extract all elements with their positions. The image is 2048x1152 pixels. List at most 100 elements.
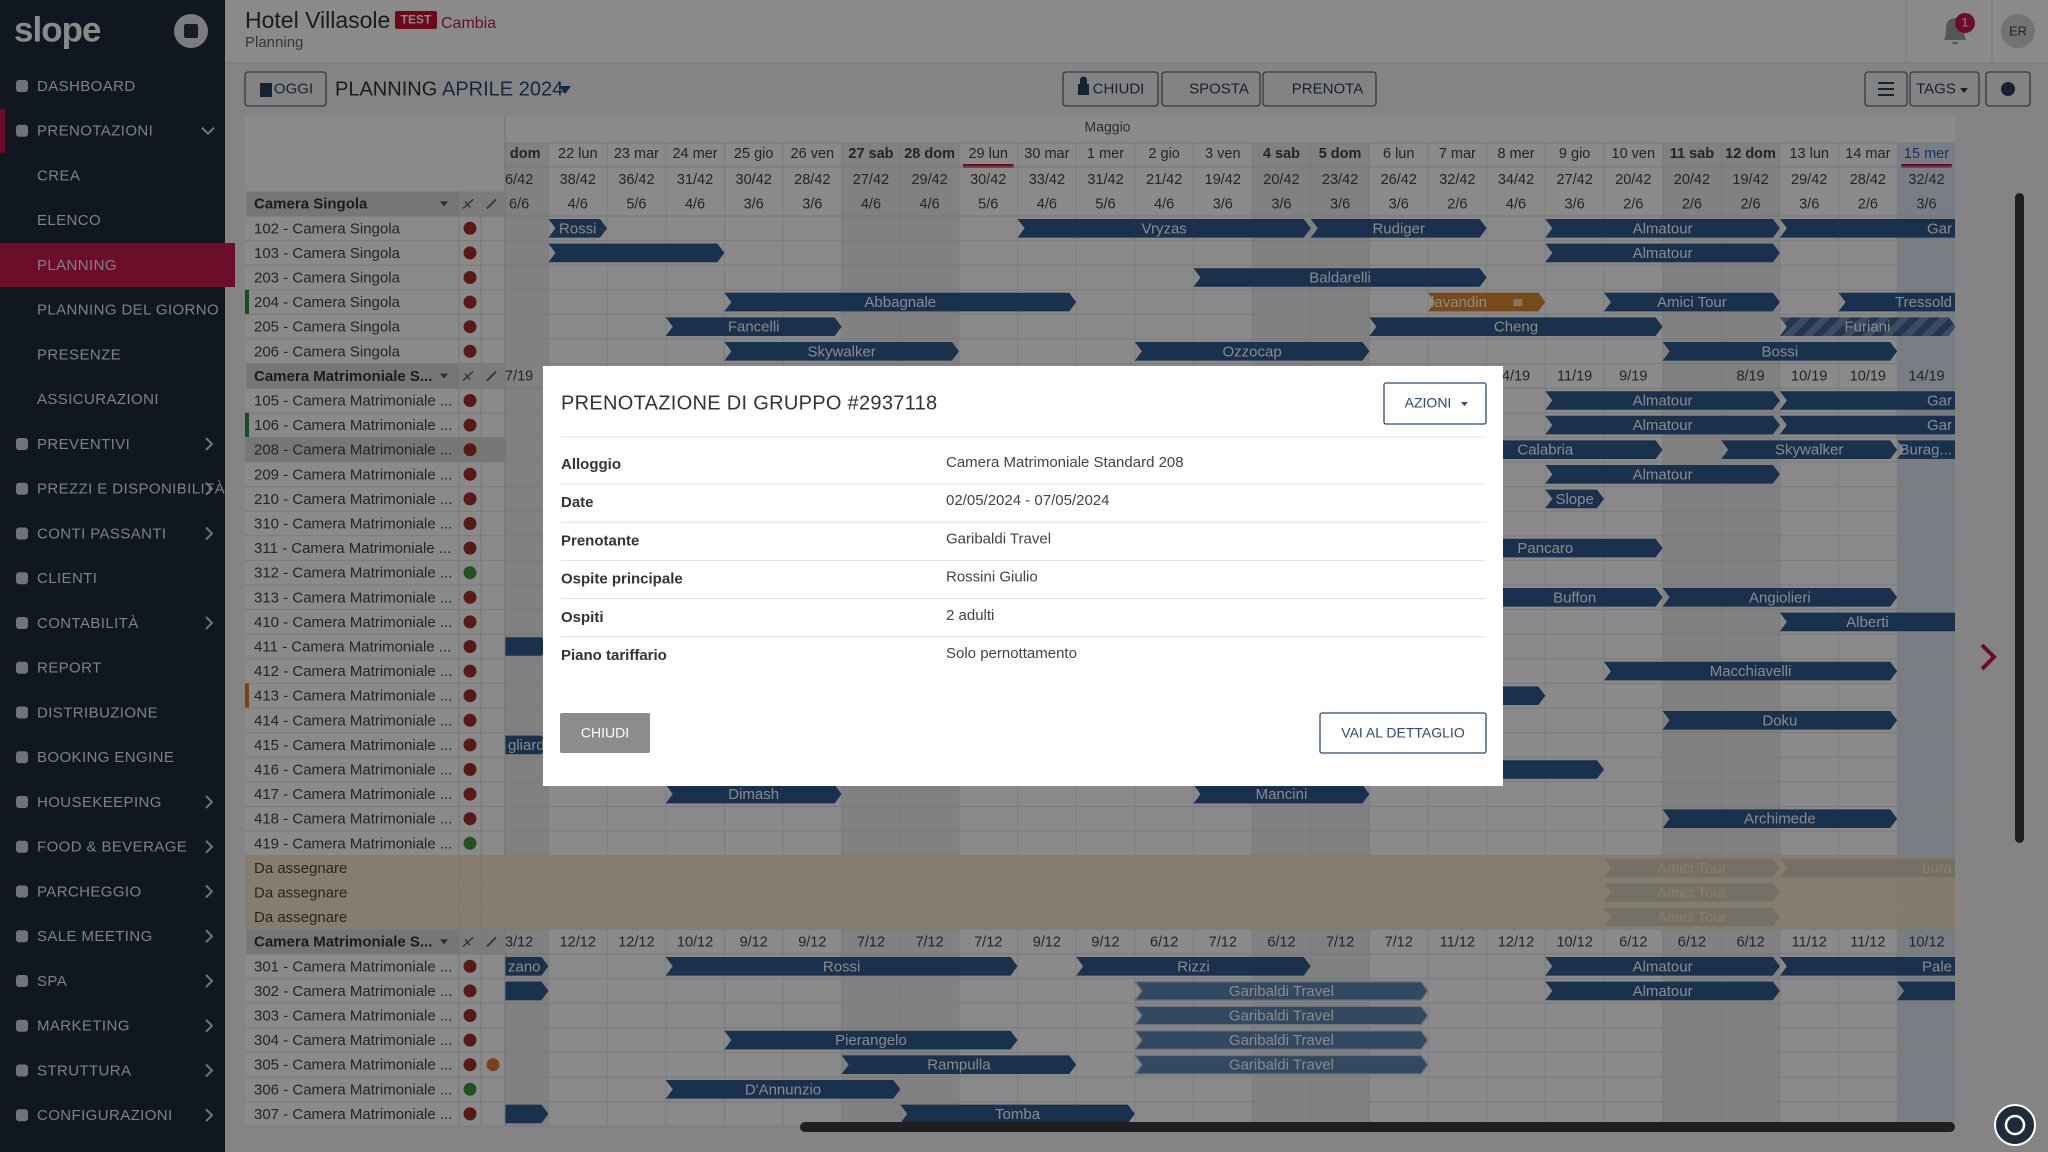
booking-bar[interactable] [1017,219,1311,238]
menu-item[interactable]: CONFIGURAZIONI [37,1107,173,1124]
menu-item[interactable]: CREA [37,167,80,184]
menu-item[interactable]: SPA [37,973,67,990]
booking-bar[interactable] [1603,661,1898,681]
booking-bar[interactable] [490,957,549,976]
booking-bar[interactable] [490,735,549,755]
room-name[interactable]: 307 - Camera Matrimoniale ... [254,1106,452,1123]
menu-item[interactable]: CONTI PASSANTI [37,525,167,542]
booking-bar[interactable] [1721,440,1898,459]
room-name[interactable]: 105 - Camera Matrimoniale ... [254,392,452,409]
menu-item[interactable]: ELENCO [37,212,101,229]
booking-bar[interactable] [1897,440,2014,459]
room-name[interactable]: 302 - Camera Matrimoniale ... [254,983,452,1000]
tags-button-bg[interactable] [1909,71,1980,107]
booking-bar[interactable] [1662,588,1898,607]
menu-item[interactable]: PRENOTAZIONI [37,123,153,140]
booking-bar[interactable] [1428,292,1546,312]
room-name[interactable]: 103 - Camera Singola [254,245,401,262]
room-name[interactable]: 208 - Camera Matrimoniale ... [254,442,452,459]
menu-item[interactable]: PRESENZE [37,346,121,363]
move-button-bg[interactable] [1161,71,1261,107]
menu-item[interactable]: DISTRIBUZIONE [37,704,158,721]
room-name[interactable]: 206 - Camera Singola [254,343,401,360]
room-name[interactable]: 204 - Camera Singola [254,294,401,311]
menu-item[interactable]: ASSICURAZIONI [37,391,159,408]
room-name[interactable]: 415 - Camera Matrimoniale ... [254,737,452,754]
booking-bar[interactable] [490,981,549,1001]
menu-item[interactable]: PLANNING [37,257,117,274]
booking-bar[interactable] [1133,1030,1429,1051]
booking-bar[interactable] [1133,980,1429,1001]
close-modal-button[interactable] [560,713,650,753]
section-toggle[interactable] [440,939,448,945]
booking-bar[interactable] [1545,219,1780,238]
room-name[interactable]: 102 - Camera Singola [254,220,401,237]
booking-bar[interactable] [1134,342,1370,361]
room-name[interactable]: 410 - Camera Matrimoniale ... [254,614,452,631]
menu-item[interactable]: BOOKING ENGINE [37,749,174,766]
booking-bar[interactable] [1545,391,1780,410]
booking-bar[interactable] [1545,243,1780,263]
room-name[interactable]: 106 - Camera Matrimoniale ... [254,417,452,434]
menu-item[interactable]: MARKETING [37,1018,130,1035]
booking-bar[interactable] [1779,612,2015,632]
booking-bar[interactable] [1193,784,1370,804]
period-select[interactable]: APRILE 2024 [442,78,563,100]
menu-item[interactable]: HOUSEKEEPING [37,794,162,811]
booking-bar[interactable] [1545,489,1604,509]
booking-bar[interactable] [1662,342,1898,361]
menu-item[interactable]: CLIENTI [37,570,97,587]
booking-bar[interactable] [1838,292,2015,312]
booking-bar[interactable] [1133,1005,1429,1026]
room-name[interactable]: 311 - Camera Matrimoniale ... [254,540,451,557]
booking-bar[interactable] [1779,957,2015,976]
room-name[interactable]: 310 - Camera Matrimoniale ... [254,515,452,532]
room-name[interactable]: 209 - Camera Matrimoniale ... [254,466,452,483]
next-arrow[interactable] [1980,643,1997,671]
booking-bar[interactable] [665,957,1018,976]
room-name[interactable]: 411 - Camera Matrimoniale ... [254,638,451,655]
booking-bar[interactable] [724,292,1077,312]
room-name[interactable]: Da assegnare [254,909,347,926]
room-name[interactable]: 210 - Camera Matrimoniale ... [254,491,452,508]
booking-bar[interactable] [1897,981,2014,1001]
room-name[interactable]: 413 - Camera Matrimoniale ... [254,688,452,705]
section-toggle[interactable] [440,373,448,379]
room-name[interactable]: 417 - Camera Matrimoniale ... [254,786,452,803]
menu-item[interactable]: STRUTTURA [37,1062,131,1079]
book-button-bg[interactable] [1262,71,1377,107]
room-name[interactable]: 304 - Camera Matrimoniale ... [254,1032,452,1049]
booking-bar[interactable] [490,637,549,656]
change-hotel[interactable]: Cambia [441,15,496,32]
room-name[interactable]: 412 - Camera Matrimoniale ... [254,663,452,680]
menu-item[interactable]: PREZZI E DISPONIBILITÀ [37,481,225,498]
booking-bar[interactable] [1545,981,1780,1001]
booking-bar[interactable] [841,1055,1077,1074]
booking-bar[interactable] [724,1030,1018,1050]
actions-button[interactable] [1383,382,1487,425]
room-name[interactable]: 416 - Camera Matrimoniale ... [254,761,452,778]
room-name[interactable]: Da assegnare [254,860,347,877]
help-button[interactable] [1994,1104,2036,1146]
booking-bar[interactable] [1779,317,1956,336]
today-button-bg[interactable] [244,71,327,107]
room-name[interactable]: 305 - Camera Matrimoniale ... [254,1057,452,1074]
booking-bar[interactable] [1133,1054,1429,1075]
booking-bar[interactable] [900,1104,1135,1124]
room-name[interactable]: 418 - Camera Matrimoniale ... [254,811,452,828]
booking-bar[interactable] [1603,292,1780,312]
booking-bar[interactable] [1369,317,1663,336]
room-name[interactable]: 303 - Camera Matrimoniale ... [254,1007,452,1024]
room-name[interactable]: 301 - Camera Matrimoniale ... [254,958,452,975]
booking-bar[interactable] [1779,219,2015,238]
room-name[interactable]: 205 - Camera Singola [254,319,401,336]
menu-item[interactable]: PREVENTIVI [37,436,130,453]
room-name[interactable]: 313 - Camera Matrimoniale ... [254,589,452,606]
detail-button[interactable] [1319,712,1487,754]
booking-bar[interactable] [1486,588,1663,607]
menu-item[interactable]: PARCHEGGIO [37,883,142,900]
booking-bar[interactable] [490,1104,549,1124]
booking-bar[interactable] [548,243,725,263]
room-name[interactable]: 306 - Camera Matrimoniale ... [254,1081,452,1098]
booking-bar[interactable] [665,1080,901,1099]
